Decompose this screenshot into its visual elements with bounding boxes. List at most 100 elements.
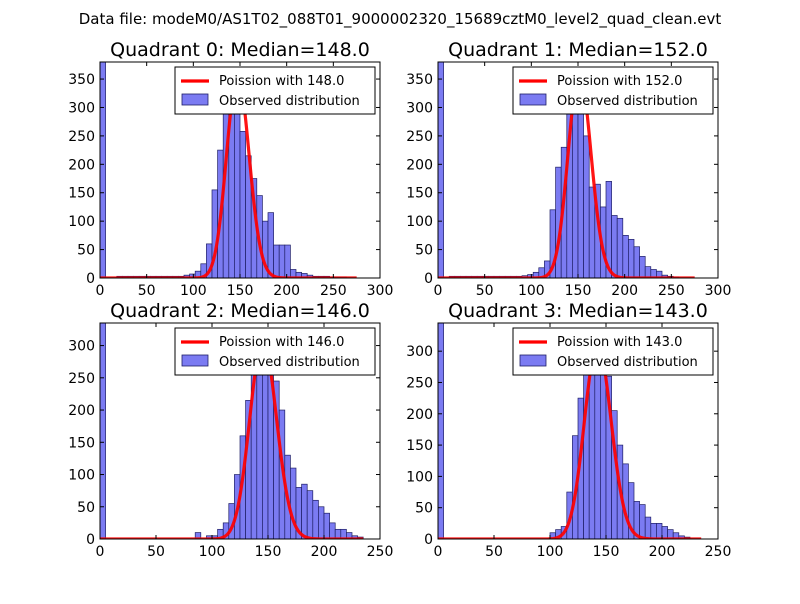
histogram-bar bbox=[661, 526, 668, 539]
panel-title: Quadrant 0: Median=148.0 bbox=[110, 39, 370, 61]
y-tick-label: 0 bbox=[424, 271, 433, 287]
x-tick-label: 300 bbox=[705, 283, 732, 299]
histogram-bar bbox=[312, 499, 319, 539]
histogram-bar bbox=[100, 323, 106, 539]
x-tick-label: 250 bbox=[658, 283, 685, 299]
legend-swatch-observed bbox=[519, 93, 547, 106]
x-tick-label: 50 bbox=[147, 544, 165, 560]
histogram-bar bbox=[622, 235, 629, 278]
x-tick-label: 0 bbox=[96, 544, 105, 560]
histogram-bar bbox=[588, 363, 596, 539]
x-tick-label: 0 bbox=[434, 283, 443, 299]
x-tick-label: 150 bbox=[227, 283, 254, 299]
histogram-bar bbox=[628, 238, 635, 278]
x-tick-label: 0 bbox=[96, 283, 105, 299]
x-tick-label: 250 bbox=[367, 544, 394, 560]
plot-area bbox=[100, 62, 357, 278]
histogram-bar bbox=[284, 244, 291, 278]
legend-label-observed: Observed distribution bbox=[557, 94, 698, 109]
x-tick-label: 100 bbox=[180, 283, 207, 299]
histogram-bar bbox=[639, 504, 646, 539]
histogram-bar bbox=[650, 522, 657, 539]
y-tick-label: 300 bbox=[68, 339, 95, 355]
figure-suptitle: Data file: modeM0/AS1T02_088T01_90000023… bbox=[79, 10, 722, 29]
histogram-bar bbox=[239, 130, 246, 278]
plot-area bbox=[100, 323, 364, 539]
y-tick-label: 0 bbox=[86, 532, 95, 548]
x-tick-label: 150 bbox=[565, 283, 592, 299]
x-tick-label: 200 bbox=[273, 283, 300, 299]
histogram-bar bbox=[278, 244, 286, 278]
x-tick-label: 50 bbox=[485, 544, 503, 560]
y-tick-label: 200 bbox=[68, 157, 95, 173]
histogram-bar bbox=[577, 92, 584, 278]
legend-swatch-observed bbox=[181, 354, 209, 367]
histogram-bar bbox=[234, 90, 241, 278]
histogram-bar bbox=[329, 522, 336, 539]
x-tick-label: 200 bbox=[311, 544, 338, 560]
y-tick-label: 150 bbox=[68, 435, 95, 451]
panel-title: Quadrant 1: Median=152.0 bbox=[448, 39, 708, 61]
x-tick-label: 250 bbox=[705, 544, 732, 560]
x-tick-label: 150 bbox=[593, 544, 620, 560]
legend-frame bbox=[512, 66, 714, 115]
histogram-bar bbox=[639, 256, 646, 278]
poisson-curve bbox=[438, 71, 695, 278]
histogram-bar bbox=[438, 62, 444, 278]
y-tick-label: 100 bbox=[406, 469, 433, 485]
x-tick-label: 100 bbox=[518, 283, 545, 299]
y-tick-label: 100 bbox=[68, 468, 95, 484]
y-tick-label: 250 bbox=[68, 371, 95, 387]
x-tick-label: 100 bbox=[199, 544, 226, 560]
histogram-bar bbox=[273, 244, 280, 278]
x-tick-label: 300 bbox=[367, 283, 394, 299]
legend-label-poisson: Poission with 148.0 bbox=[219, 74, 344, 89]
x-tick-label: 250 bbox=[320, 283, 347, 299]
legend-label-observed: Observed distribution bbox=[557, 355, 698, 370]
histogram-bar bbox=[318, 506, 325, 539]
histogram-bar bbox=[633, 246, 640, 278]
axes-frame bbox=[99, 322, 381, 540]
histogram-bar bbox=[616, 217, 624, 278]
y-tick-label: 50 bbox=[415, 501, 433, 517]
histogram-bar bbox=[588, 186, 596, 278]
x-tick-label: 50 bbox=[138, 283, 156, 299]
y-tick-label: 250 bbox=[406, 129, 433, 145]
histogram-bar bbox=[644, 516, 652, 539]
axes-frame bbox=[437, 322, 719, 540]
legend-label-poisson: Poission with 143.0 bbox=[557, 335, 682, 350]
y-tick-label: 150 bbox=[406, 186, 433, 202]
y-tick-label: 50 bbox=[77, 500, 95, 516]
legend-label-poisson: Poission with 146.0 bbox=[219, 335, 344, 350]
y-tick-label: 0 bbox=[86, 271, 95, 287]
y-tick-label: 200 bbox=[68, 403, 95, 419]
panel-quadrant-2: Quadrant 2: Median=146.0 0 50 100 150 200 250 0… bbox=[68, 300, 393, 560]
panel-quadrant-1: Quadrant 1: Median=152.0 0 50 100 150 200 250 3… bbox=[406, 39, 731, 299]
legend: Poission with 146.0 Observed distribution bbox=[174, 327, 376, 376]
y-tick-label: 100 bbox=[68, 214, 95, 230]
histogram-bar bbox=[656, 270, 663, 278]
y-tick-label: 300 bbox=[406, 100, 433, 116]
y-tick-label: 300 bbox=[68, 100, 95, 116]
legend-swatch-observed bbox=[181, 93, 209, 106]
y-tick-label: 50 bbox=[415, 243, 433, 259]
panel-quadrant-3: Quadrant 3: Median=143.0 0 50 100 150 200 250 0… bbox=[406, 300, 731, 560]
x-tick-label: 100 bbox=[537, 544, 564, 560]
y-tick-label: 350 bbox=[68, 72, 95, 88]
histogram-bar bbox=[256, 358, 263, 539]
plot-area bbox=[438, 62, 695, 278]
histogram-bar bbox=[301, 483, 308, 539]
legend-swatch-observed bbox=[519, 354, 547, 367]
y-tick-label: 300 bbox=[406, 344, 433, 360]
x-tick-label: 150 bbox=[255, 544, 282, 560]
legend: Poission with 143.0 Observed distribution bbox=[512, 327, 714, 376]
histogram-bar bbox=[438, 323, 444, 539]
histogram-bar bbox=[323, 512, 330, 539]
y-tick-label: 200 bbox=[406, 157, 433, 173]
poisson-curve bbox=[100, 74, 357, 278]
histogram-bar bbox=[656, 522, 663, 539]
x-tick-label: 200 bbox=[649, 544, 676, 560]
histogram-bar bbox=[611, 215, 618, 278]
x-tick-label: 200 bbox=[611, 283, 638, 299]
